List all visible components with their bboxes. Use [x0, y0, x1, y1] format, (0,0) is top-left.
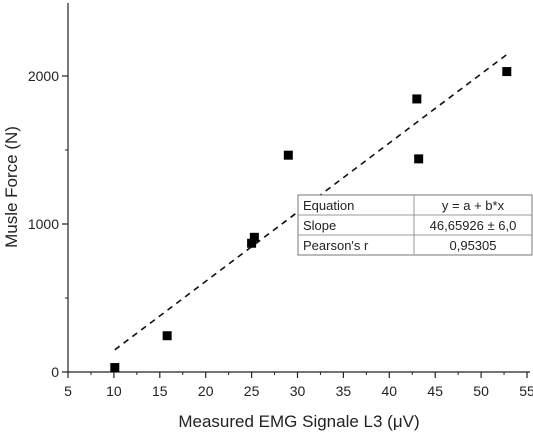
plot-frame: [67, 3, 530, 373]
data-point: [249, 232, 259, 242]
stats-label: Pearson's r: [303, 238, 369, 253]
x-tick-label: 30: [290, 383, 306, 399]
x-tick-label: 10: [106, 383, 122, 399]
x-tick-label: 55: [519, 383, 533, 399]
x-tick-label: 15: [152, 383, 168, 399]
data-point: [162, 331, 172, 341]
stats-value: 46,65926 ± 6,0: [430, 218, 517, 233]
stats-value: y = a + b*x: [442, 198, 505, 213]
stats-label: Equation: [303, 198, 354, 213]
data-points: [110, 67, 512, 373]
x-tick-label: 40: [382, 383, 398, 399]
y-tick-label: 1000: [28, 216, 59, 232]
data-point: [283, 150, 293, 160]
x-tick-label: 35: [336, 383, 352, 399]
stats-table-border: [297, 194, 533, 256]
x-tick-label: 5: [64, 383, 72, 399]
x-tick-label: 45: [427, 383, 443, 399]
y-axis-ticks: 0 1000 2000: [28, 68, 68, 380]
y-tick-label: 2000: [28, 68, 59, 84]
data-point: [412, 94, 422, 104]
data-point: [110, 363, 120, 373]
x-axis-ticks: 5 10 15 20 25 30 35 40 45 50 55: [64, 372, 533, 399]
y-axis-title: Musle Force (N): [2, 126, 21, 248]
stats-value: 0,95305: [450, 238, 497, 253]
y-tick-label: 0: [51, 364, 59, 380]
data-point: [414, 154, 424, 164]
data-point: [247, 238, 257, 248]
x-tick-label: 20: [198, 383, 214, 399]
stats-label: Slope: [303, 218, 336, 233]
x-tick-label: 25: [244, 383, 260, 399]
stats-table: Equation y = a + b*x Slope 46,65926 ± 6,0 Pe…: [297, 194, 533, 256]
data-point: [502, 67, 512, 77]
x-axis-title: Measured EMG Signale L3 (μV): [178, 412, 419, 431]
x-tick-label: 50: [473, 383, 489, 399]
